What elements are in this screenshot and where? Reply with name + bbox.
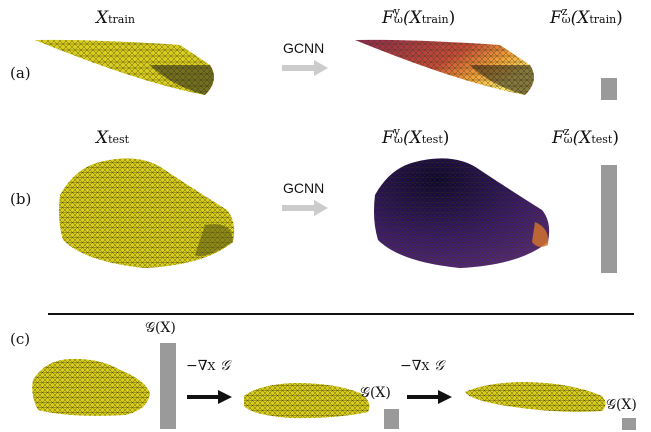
f-z-test-label: Fzω(Xtest): [552, 125, 619, 148]
gcnn-label-a: GCNN: [283, 40, 325, 56]
g-bar-2: [384, 409, 399, 429]
gcnn-arrow-b: [282, 200, 328, 216]
grad-step-label-2: −∇X 𝒢: [400, 358, 444, 374]
grad-step-label-1: −∇X 𝒢: [186, 358, 230, 374]
separator-line: [48, 313, 634, 315]
gcnn-arrow-a: [282, 60, 328, 76]
train-mesh: [35, 39, 214, 95]
row-a-label: (a): [10, 64, 31, 82]
opt-car-1: [32, 358, 150, 416]
gcnn-label-b: GCNN: [283, 180, 325, 196]
g-label-1: 𝒢(X): [145, 320, 176, 336]
g-label-3: 𝒢(X): [606, 397, 637, 413]
g-label-2: 𝒢(X): [360, 385, 391, 401]
f-y-train-label: Fyω(Xtrain): [382, 5, 456, 28]
f-z-test-bar: [601, 165, 617, 273]
f-z-train-bar: [601, 78, 617, 100]
x-test-label: Xtest: [96, 128, 130, 148]
x-train-label: Xtrain: [96, 8, 135, 28]
row-b-label: (b): [10, 190, 32, 208]
f-z-train-label: Fzω(Xtrain): [550, 5, 623, 28]
opt-car-2: [244, 383, 370, 419]
g-bar-1: [160, 343, 176, 429]
train-mesh-colored: [355, 39, 534, 95]
row-c-label: (c): [10, 330, 31, 348]
test-car-mesh: [59, 158, 235, 268]
g-bar-3: [622, 418, 636, 430]
opt-car-3: [465, 382, 606, 412]
grad-arrow-1: [187, 390, 232, 404]
f-y-test-label: Fyω(Xtest): [382, 125, 450, 148]
test-car-heatmap: [374, 158, 550, 268]
grad-arrow-2: [407, 390, 452, 404]
